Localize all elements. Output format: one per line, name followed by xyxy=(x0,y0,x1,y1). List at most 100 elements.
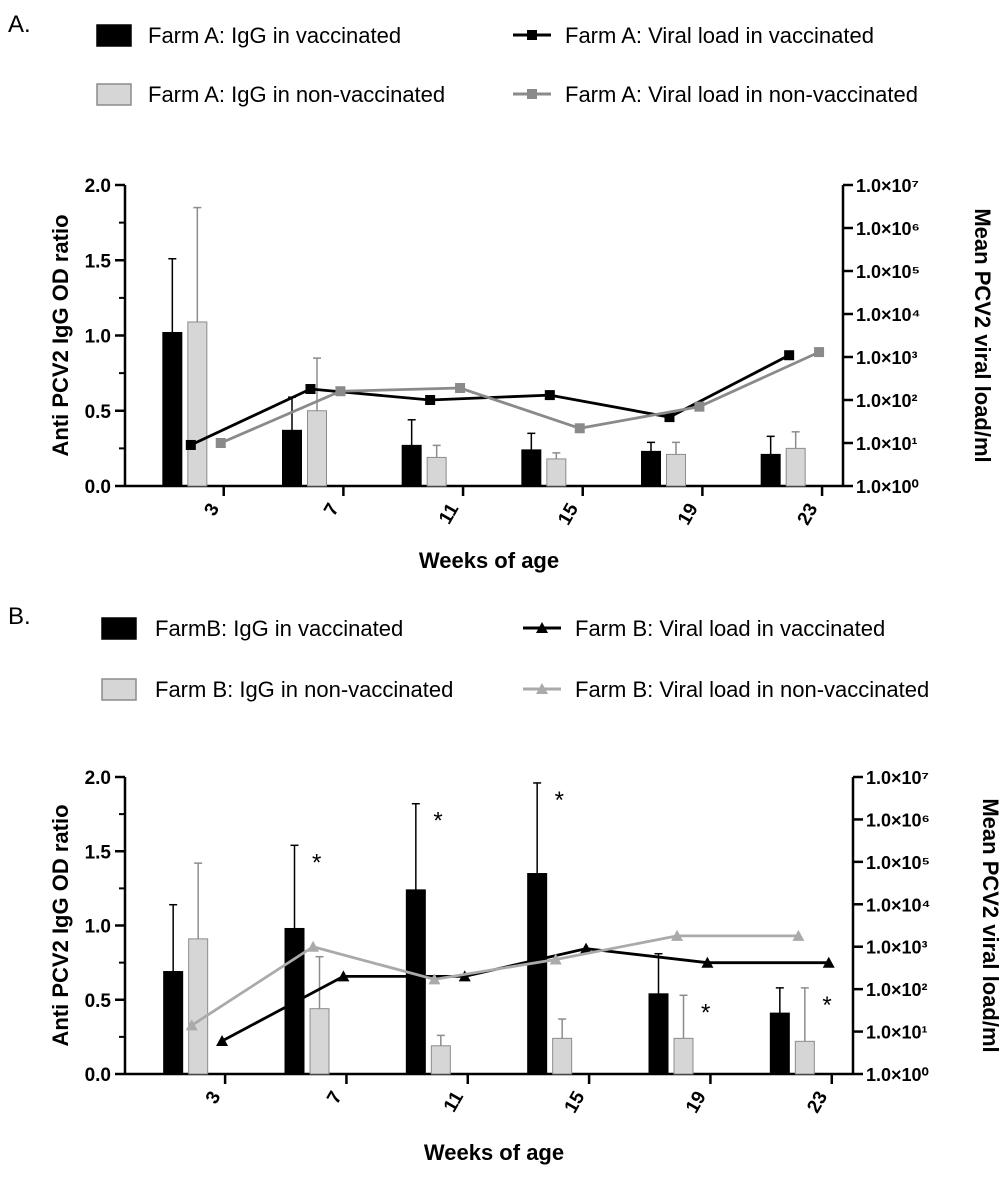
y2-tick-label: 1.0×10¹ xyxy=(856,434,918,454)
y-tick-label: 0.5 xyxy=(85,402,112,423)
y-tick-label: 2.0 xyxy=(85,768,111,789)
line-point xyxy=(215,438,226,448)
bar xyxy=(527,873,548,1075)
legend-marker xyxy=(536,683,548,694)
line-point xyxy=(544,390,555,401)
legend-label: Farm B: Viral load in vaccinated xyxy=(575,616,885,641)
y-tick-label: 1.5 xyxy=(85,842,112,863)
bar xyxy=(282,429,302,487)
y-tick-label: 2.0 xyxy=(85,176,111,197)
y2-tick-label: 1.0×10³ xyxy=(866,938,928,958)
y2-tick-label: 1.0×10³ xyxy=(856,348,918,368)
y2-axis-title: Mean PCV2 viral load/ml xyxy=(978,798,1000,1052)
line-point xyxy=(458,970,471,982)
bar xyxy=(769,1012,790,1075)
y2-tick-label: 1.0×10⁵ xyxy=(856,262,920,282)
y-tick-label: 1.0 xyxy=(85,327,111,348)
line-point xyxy=(549,953,562,965)
line-point xyxy=(425,395,436,405)
series-line xyxy=(220,350,820,445)
x-axis-title: Weeks of age xyxy=(424,1140,564,1165)
x-tick-label: 7 xyxy=(323,1088,346,1108)
y2-tick-label: 1.0×10² xyxy=(856,391,918,411)
bar xyxy=(760,453,781,487)
legend-label: Farm A: Viral load in vaccinated xyxy=(565,23,874,48)
y-tick-label: 1.0 xyxy=(85,917,111,938)
line-point xyxy=(428,973,441,985)
x-tick-label: 3 xyxy=(202,1088,225,1108)
legend-swatch-bar-non-vaccinated xyxy=(96,83,132,106)
x-tick-label: 15 xyxy=(561,1088,590,1117)
bar xyxy=(187,321,208,487)
line-point xyxy=(335,386,346,397)
y2-tick-label: 1.0×10⁴ xyxy=(856,305,920,325)
line-point xyxy=(694,401,705,412)
y2-tick-label: 1.0×10⁰ xyxy=(856,477,919,497)
bar xyxy=(188,938,209,1075)
legend-label: Farm A: Viral load in non-vaccinated xyxy=(565,82,918,107)
bar xyxy=(546,458,567,487)
bar-group xyxy=(760,435,781,487)
y2-tick-label: 1.0×10⁶ xyxy=(866,810,930,830)
legend-swatch-bar-vaccinated xyxy=(96,24,132,47)
line-point xyxy=(580,942,593,954)
bar-group xyxy=(307,357,327,487)
series-line xyxy=(190,934,799,1027)
y-axis-title: Anti PCV2 IgG OD ratio xyxy=(48,214,73,456)
legend-label: FarmB: IgG in vaccinated xyxy=(155,616,403,641)
y2-tick-label: 1.0×10⁴ xyxy=(866,895,930,915)
y2-tick-label: 1.0×10² xyxy=(866,980,928,1000)
x-tick-label: 11 xyxy=(435,500,463,528)
line-point xyxy=(185,439,196,450)
line-point xyxy=(671,929,684,941)
bar xyxy=(521,449,542,487)
bar xyxy=(405,889,426,1075)
y2-tick-label: 1.0×10¹ xyxy=(866,1023,928,1043)
line-point xyxy=(701,956,714,968)
x-tick-label: 15 xyxy=(554,500,583,529)
line-point xyxy=(216,1034,229,1046)
series-line xyxy=(190,353,790,447)
y2-tick-label: 1.0×10⁶ xyxy=(856,219,920,239)
x-tick-label: 23 xyxy=(794,500,823,529)
x-tick-label: 23 xyxy=(803,1088,832,1117)
bar-group xyxy=(552,1018,573,1075)
line-point xyxy=(664,412,675,423)
bar-group xyxy=(785,431,806,487)
line-point xyxy=(814,347,825,358)
line-point xyxy=(185,1019,198,1031)
bar-group xyxy=(673,994,694,1075)
bar xyxy=(552,1037,573,1075)
bar xyxy=(430,1045,451,1075)
bar-group xyxy=(430,1034,451,1075)
bar-group xyxy=(309,955,330,1075)
bar-group xyxy=(794,987,815,1075)
legend: FarmB: IgG in vaccinated Farm B: IgG in n… xyxy=(101,616,929,702)
panel-label: B. xyxy=(8,603,31,630)
y2-tick-label: 1.0×10⁷ xyxy=(866,768,929,788)
significance-marker: * xyxy=(701,999,710,1026)
line-point xyxy=(305,384,316,395)
x-tick-label: 3 xyxy=(201,500,224,520)
legend-label: Farm B: Viral load in non-vaccinated xyxy=(575,677,929,702)
bar-group xyxy=(426,444,447,487)
y2-tick-label: 1.0×10⁵ xyxy=(866,853,930,873)
significance-marker: * xyxy=(555,787,564,814)
bar xyxy=(426,456,447,487)
chart-panel-b: B. FarmB: IgG in vaccinated Farm B: IgG in… xyxy=(8,603,1000,1165)
panel-label: A. xyxy=(8,11,31,38)
bar xyxy=(666,453,686,487)
significance-marker: * xyxy=(312,849,321,876)
line-point xyxy=(455,383,466,394)
legend-label: Farm A: IgG in vaccinated xyxy=(148,23,401,48)
bar-group xyxy=(527,782,548,1075)
y-tick-label: 0.0 xyxy=(85,1065,111,1086)
y-tick-label: 1.5 xyxy=(85,251,112,272)
bar-group xyxy=(648,952,669,1075)
bar xyxy=(794,1040,815,1075)
line-point xyxy=(792,929,805,941)
bar-group xyxy=(162,257,183,487)
bar xyxy=(648,993,669,1075)
